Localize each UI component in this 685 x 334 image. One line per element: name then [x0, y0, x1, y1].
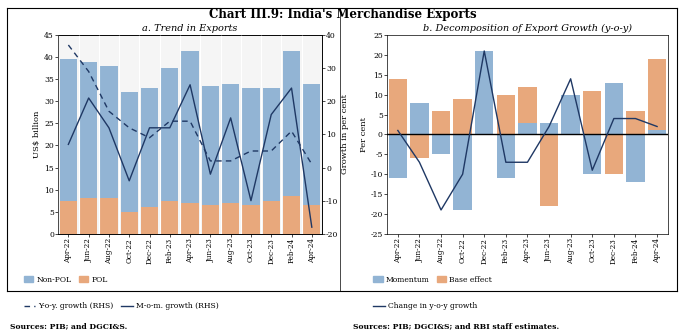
Bar [648, 131, 667, 134]
Bar [161, 68, 178, 201]
Bar [540, 123, 558, 134]
Bar [605, 83, 623, 134]
Bar [80, 198, 97, 234]
Bar [519, 123, 536, 134]
Title: b. Decomposition of Export Growth (y-o-y): b. Decomposition of Export Growth (y-o-y… [423, 24, 632, 33]
Bar [141, 88, 158, 207]
Y-axis label: US$ billion: US$ billion [34, 111, 41, 158]
Bar [497, 134, 515, 178]
Title: a. Trend in Exports: a. Trend in Exports [142, 24, 238, 33]
Bar [182, 50, 199, 203]
Bar [283, 196, 300, 234]
Bar [60, 59, 77, 201]
Legend: Change in y-o-y growth: Change in y-o-y growth [371, 299, 480, 314]
Bar [182, 203, 199, 234]
Y-axis label: Per cent: Per cent [360, 117, 368, 152]
Bar [283, 50, 300, 196]
Bar [583, 134, 601, 174]
Bar [303, 205, 321, 234]
Legend: Y-o-y. growth (RHS), M-o-m. growth (RHS): Y-o-y. growth (RHS), M-o-m. growth (RHS) [21, 299, 222, 314]
Bar [605, 134, 623, 174]
Bar [222, 203, 239, 234]
Bar [141, 207, 158, 234]
Bar [453, 134, 472, 210]
Bar [562, 119, 580, 134]
Bar [242, 88, 260, 205]
Bar [497, 95, 515, 134]
Bar [410, 103, 429, 134]
Bar [562, 95, 580, 134]
Bar [410, 134, 429, 158]
Bar [388, 79, 407, 134]
Y-axis label: Growth in per cent: Growth in per cent [341, 95, 349, 174]
Bar [540, 134, 558, 206]
Bar [583, 91, 601, 134]
Bar [202, 205, 219, 234]
Bar [121, 212, 138, 234]
Bar [475, 99, 493, 134]
Bar [626, 134, 645, 182]
Bar [262, 88, 280, 201]
Legend: Momentum, Base effect: Momentum, Base effect [371, 273, 495, 287]
Legend: Non-POL, POL: Non-POL, POL [21, 273, 110, 287]
Bar [648, 59, 667, 134]
Text: Chart III.9: India's Merchandise Exports: Chart III.9: India's Merchandise Exports [209, 8, 476, 21]
Bar [432, 134, 450, 154]
Bar [60, 201, 77, 234]
Bar [262, 201, 280, 234]
Bar [161, 201, 178, 234]
Bar [202, 86, 219, 205]
Bar [80, 61, 97, 198]
Text: Sources: PIB; and DGCI&S.: Sources: PIB; and DGCI&S. [10, 323, 127, 331]
Bar [432, 111, 450, 134]
Bar [519, 87, 536, 134]
Bar [626, 111, 645, 134]
Text: Sources: PIB; DGCI&S; and RBI staff estimates.: Sources: PIB; DGCI&S; and RBI staff esti… [353, 323, 559, 331]
Bar [100, 66, 118, 198]
Bar [222, 84, 239, 203]
Bar [475, 51, 493, 134]
Bar [388, 134, 407, 178]
Bar [100, 198, 118, 234]
Bar [121, 93, 138, 212]
Bar [303, 84, 321, 205]
Bar [242, 205, 260, 234]
Bar [453, 99, 472, 134]
